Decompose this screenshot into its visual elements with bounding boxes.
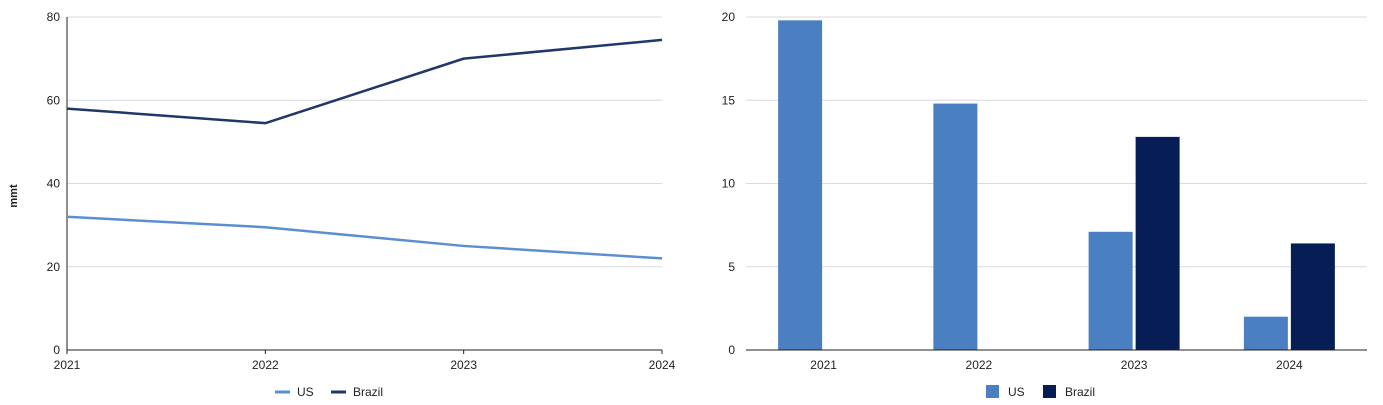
legend-swatch-us [986,385,999,398]
bar-chart-y-ticks: 0 5 10 15 20 [722,10,736,357]
x-tick-label: 2023 [450,358,477,372]
x-tick-label: 2022 [252,358,279,372]
bar-chart-legend: US Brazil [986,385,1095,399]
y-tick-label: 60 [47,93,61,107]
legend-label-brazil: Brazil [353,385,383,399]
x-tick-label: 2024 [649,358,676,372]
bar-us-2023 [1088,231,1133,350]
y-tick-label: 10 [722,177,736,191]
x-tick-label: 2023 [1121,358,1148,372]
x-tick-label: 2022 [966,358,993,372]
y-tick-label: 40 [47,177,61,191]
y-tick-label: 5 [728,260,735,274]
line-chart-gridlines [67,16,662,268]
series-line-brazil [66,38,663,125]
y-tick-label: 0 [728,343,735,357]
line-chart-x-ticks: 2021 2022 2023 2024 [54,350,676,372]
bar-chart-x-ticks: 2021 2022 2023 2024 [810,358,1303,372]
x-tick-label: 2021 [54,358,81,372]
y-tick-label: 20 [722,10,736,24]
bar-chart-gridlines [746,16,1367,268]
y-tick-label: 80 [47,10,61,24]
bar-us-2022 [933,103,978,350]
series-line-us [66,215,663,260]
legend-label-us: US [1008,385,1025,399]
legend-swatch-brazil [1043,385,1056,398]
line-chart: 0 20 40 60 80 2021 2022 2023 2024 mmt US Brazil [8,10,676,399]
y-tick-label: 20 [47,260,61,274]
x-tick-label: 2024 [1276,358,1303,372]
line-chart-y-ticks: 0 20 40 60 80 [47,10,61,357]
bar-brazil-2024 [1290,243,1335,350]
y-tick-label: 0 [53,343,60,357]
bar-us-2024 [1243,316,1288,350]
bar-brazil-2023 [1135,136,1180,350]
legend-label-brazil: Brazil [1065,385,1095,399]
bar-chart-bars [778,20,1335,351]
legend-label-us: US [297,385,314,399]
line-chart-series [66,38,663,260]
bar-us-2021 [778,20,823,351]
line-chart-y-axis-label: mmt [8,184,20,208]
line-chart-legend: US Brazil [275,385,383,399]
y-tick-label: 15 [722,93,736,107]
x-tick-label: 2021 [810,358,837,372]
